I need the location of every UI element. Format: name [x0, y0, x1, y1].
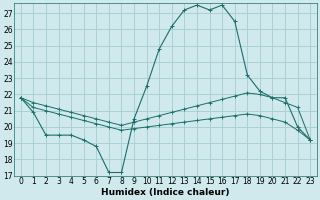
X-axis label: Humidex (Indice chaleur): Humidex (Indice chaleur)	[101, 188, 230, 197]
